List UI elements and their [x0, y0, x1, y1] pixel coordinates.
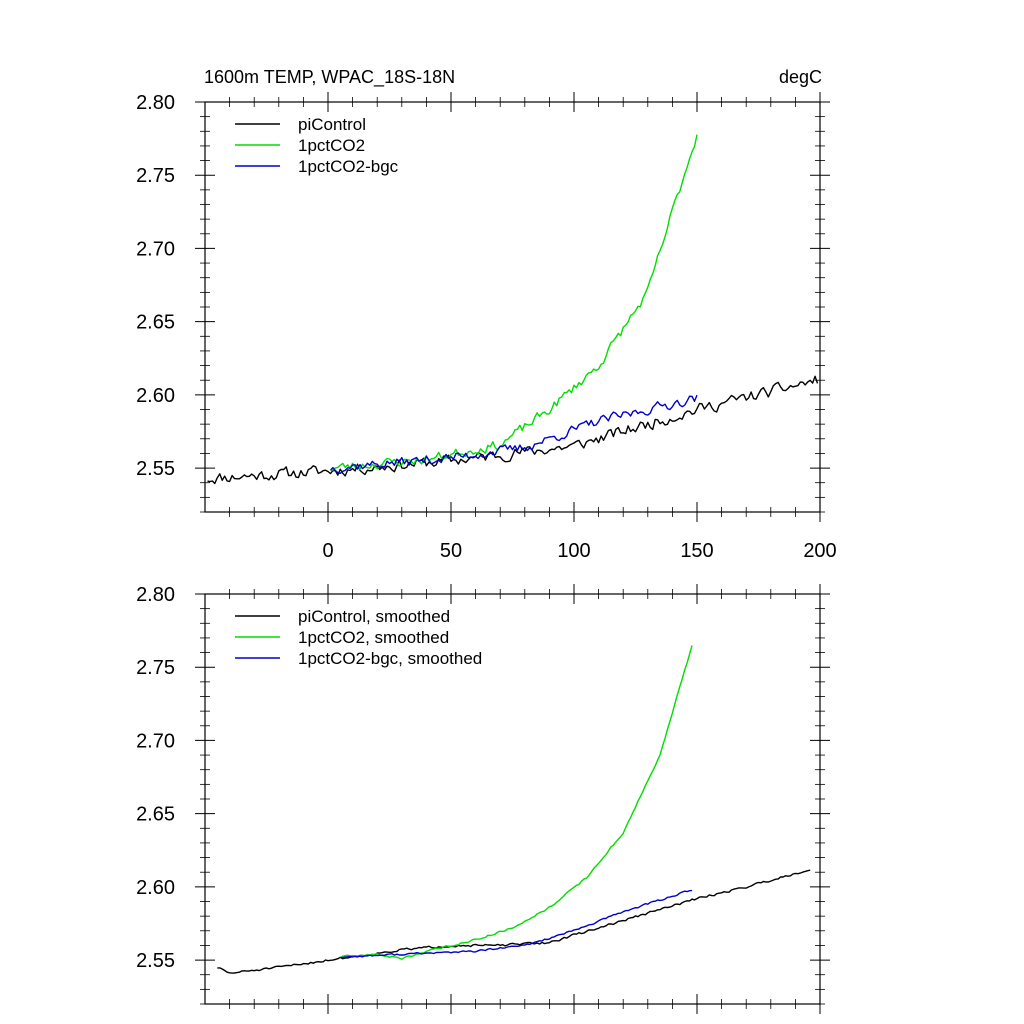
y-tick-label: 2.65	[136, 804, 175, 826]
y-tick-label: 2.75	[136, 657, 175, 679]
series-line-picontrol-smoothed	[217, 869, 811, 974]
series-line-1pctco2	[330, 134, 698, 471]
x-tick-label: 0	[322, 540, 333, 562]
y-tick-label: 2.80	[136, 92, 175, 114]
x-tick-label: 150	[680, 540, 713, 562]
y-tick-label: 2.60	[136, 877, 175, 899]
y-tick-label: 2.65	[136, 312, 175, 334]
top-panel: 2.55 2.60 2.65 2.70 2.75 2.80 0 50 100 150 200 piCo…	[136, 92, 837, 562]
y-tick-label: 2.55	[136, 950, 175, 972]
y-tick-label: 2.60	[136, 385, 175, 407]
series-line-1pctco2-bgc	[329, 394, 698, 474]
y-tick-label: 2.70	[136, 238, 175, 260]
chart-title-left: 1600m TEMP, WPAC_18S-18N	[204, 67, 455, 88]
y-tick-label: 2.80	[136, 584, 175, 606]
legend-label: 1pctCO2-bgc, smoothed	[298, 649, 482, 668]
series-line-1pctco2-bgc-smoothed	[340, 889, 693, 959]
y-tick-label: 2.70	[136, 730, 175, 752]
series-line-1pctco2-smoothed	[339, 645, 693, 960]
bottom-panel: 2.55 2.60 2.65 2.70 2.75 2.80 piControl, smoot…	[136, 584, 830, 1014]
y-tick-label: 2.75	[136, 165, 175, 187]
legend-label: 1pctCO2, smoothed	[298, 628, 449, 647]
x-tick-label: 200	[803, 540, 836, 562]
chart-title-right: degC	[779, 67, 822, 87]
x-tick-label: 50	[440, 540, 462, 562]
legend-label: piControl	[298, 115, 366, 134]
legend-label: 1pctCO2-bgc	[298, 157, 399, 176]
x-tick-label: 100	[557, 540, 590, 562]
legend-label: piControl, smoothed	[298, 607, 450, 626]
series-line-picontrol	[207, 375, 819, 485]
y-tick-label: 2.55	[136, 458, 175, 480]
legend-label: 1pctCO2	[298, 136, 365, 155]
